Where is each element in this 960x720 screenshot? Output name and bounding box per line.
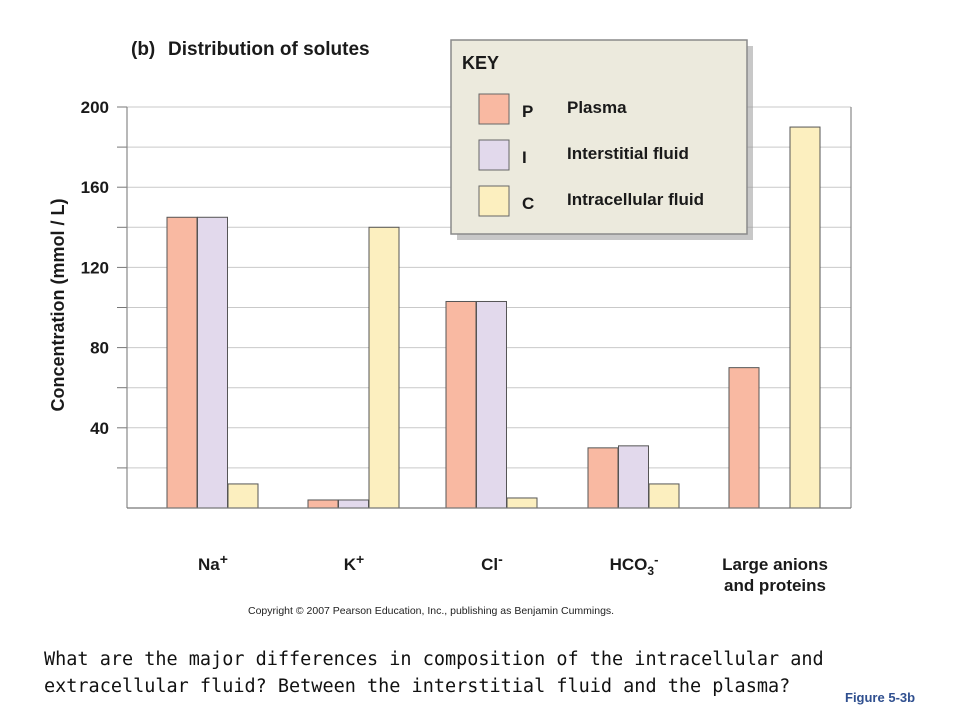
panel-label: (b)	[131, 39, 155, 60]
legend-items: P Plasma I Interstitial fluid C Intracellular…	[478, 93, 704, 217]
bars	[166, 126, 821, 509]
category-symbol: Cl	[481, 555, 498, 574]
legend: KEY P Plasma I Interstitial fluid C Intracell…	[450, 39, 753, 240]
legend-letter: I	[522, 148, 527, 167]
category-label: K+	[344, 551, 364, 574]
legend-label: Plasma	[567, 98, 627, 117]
bar-c	[368, 226, 400, 509]
axes	[117, 106, 852, 509]
bar-i	[476, 300, 507, 509]
y-tick-label: 120	[81, 258, 109, 277]
y-tick-label: 80	[90, 339, 109, 358]
legend-swatch	[478, 93, 510, 125]
category-superscript: +	[220, 551, 228, 567]
category-superscript: -	[498, 551, 503, 567]
category-label: HCO3-	[610, 552, 659, 578]
bar-c	[789, 126, 821, 509]
category-label: Cl-	[481, 551, 503, 574]
category-label-line: and proteins	[724, 576, 826, 595]
category-superscript: +	[356, 551, 364, 567]
bar-c	[506, 497, 538, 509]
figure-label: Figure 5-3b	[845, 690, 916, 705]
bar-p	[587, 447, 619, 509]
legend-letter: P	[522, 102, 533, 121]
y-tick-label: 200	[81, 98, 109, 117]
y-tick-label: 160	[81, 178, 109, 197]
legend-label: Intracellular fluid	[567, 190, 704, 209]
bar-i	[618, 445, 649, 509]
category-subscript: 3	[647, 564, 654, 578]
bar-p	[728, 367, 760, 509]
question-text: What are the major differences in compos…	[44, 649, 824, 697]
bar-c	[227, 483, 259, 509]
legend-title: KEY	[462, 53, 499, 73]
y-axis-label: Concentration (mmol / L)	[48, 199, 68, 412]
category-symbol: K	[344, 555, 357, 574]
legend-swatch	[478, 139, 510, 171]
bar-p	[307, 499, 339, 509]
category-label: Na+	[198, 551, 228, 574]
bar-c	[648, 483, 680, 509]
category-symbol: HCO	[610, 555, 648, 574]
bar-i	[338, 499, 369, 509]
chart-title: Distribution of solutes	[168, 39, 370, 60]
legend-label: Interstitial fluid	[567, 144, 689, 163]
category-symbol: Na	[198, 555, 220, 574]
copyright-text: Copyright © 2007 Pearson Education, Inc.…	[248, 605, 614, 617]
category-label-line: Large anions	[722, 555, 828, 574]
bar-p	[445, 300, 477, 509]
legend-swatch	[478, 185, 510, 217]
y-tick-label: 40	[90, 419, 109, 438]
bar-i	[197, 216, 228, 509]
bar-p	[166, 216, 198, 509]
legend-letter: C	[522, 194, 534, 213]
category-superscript: -	[654, 552, 658, 567]
